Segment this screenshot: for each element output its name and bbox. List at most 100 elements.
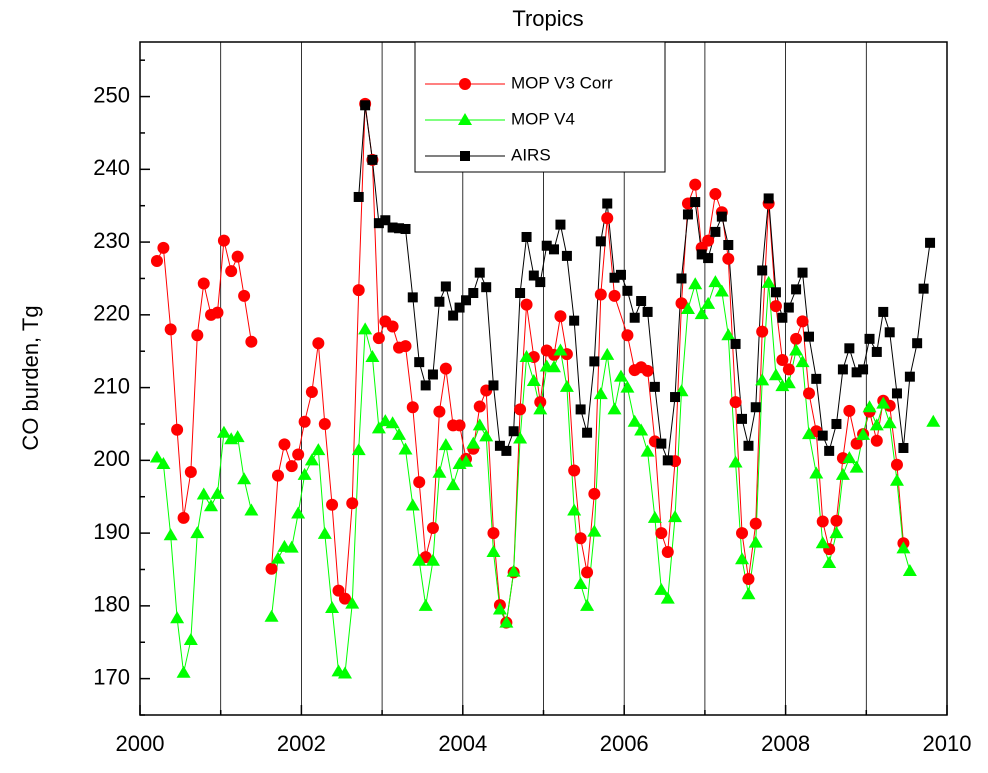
data-point xyxy=(387,222,398,233)
data-point xyxy=(682,209,693,220)
data-point xyxy=(569,315,580,326)
data-point xyxy=(150,254,163,267)
data-point xyxy=(737,413,748,424)
data-point xyxy=(190,526,205,539)
data-point xyxy=(729,396,742,409)
data-point xyxy=(656,438,667,449)
data-point xyxy=(459,454,474,467)
data-point xyxy=(768,368,783,381)
data-point xyxy=(352,284,365,297)
data-point xyxy=(177,511,190,524)
data-point xyxy=(829,526,844,539)
data-point xyxy=(688,277,703,290)
data-point xyxy=(434,296,445,307)
data-point xyxy=(588,487,601,500)
data-point xyxy=(191,329,204,342)
y-tick-label: 180 xyxy=(93,592,130,617)
data-point xyxy=(149,450,164,463)
data-point xyxy=(197,277,210,290)
data-point xyxy=(837,364,848,375)
data-point xyxy=(468,288,479,299)
data-point xyxy=(580,598,595,611)
legend-marker xyxy=(459,78,471,90)
data-point xyxy=(636,296,647,307)
data-point xyxy=(351,443,366,456)
data-point xyxy=(660,591,675,604)
data-point xyxy=(380,215,391,226)
data-point xyxy=(743,440,754,451)
data-point xyxy=(418,598,433,611)
data-point xyxy=(742,572,755,585)
data-point xyxy=(427,369,438,380)
data-point xyxy=(862,400,877,413)
data-point xyxy=(708,275,723,288)
data-point xyxy=(642,306,653,317)
data-point xyxy=(217,234,230,247)
data-point xyxy=(649,381,660,392)
data-point xyxy=(332,584,345,597)
data-point xyxy=(318,417,331,430)
data-point xyxy=(661,546,674,559)
data-point xyxy=(535,277,546,288)
data-point xyxy=(520,298,533,311)
y-axis-label: CO burden, Tg xyxy=(18,305,43,450)
data-point xyxy=(595,236,606,247)
data-point xyxy=(432,465,447,478)
y-tick-label: 220 xyxy=(93,301,130,326)
data-point xyxy=(216,425,231,438)
data-point xyxy=(474,267,485,278)
data-point xyxy=(555,219,566,230)
data-point xyxy=(440,281,451,292)
data-point xyxy=(400,223,411,234)
data-point xyxy=(830,514,843,527)
data-point xyxy=(690,197,701,208)
data-point xyxy=(519,350,534,363)
data-point xyxy=(748,535,763,548)
data-point xyxy=(882,416,897,429)
data-point xyxy=(210,486,225,499)
data-point xyxy=(791,284,802,295)
data-point xyxy=(912,338,923,349)
data-point xyxy=(756,325,769,338)
data-point xyxy=(769,300,782,313)
data-point xyxy=(285,460,298,473)
data-point xyxy=(777,312,788,323)
data-point xyxy=(426,522,439,535)
data-point xyxy=(574,532,587,545)
data-point xyxy=(312,337,325,350)
data-point xyxy=(675,297,688,310)
data-point xyxy=(701,296,716,309)
y-tick-label: 200 xyxy=(93,446,130,471)
data-point xyxy=(869,418,884,431)
data-point xyxy=(702,234,715,247)
data-point xyxy=(176,665,191,678)
data-point xyxy=(567,503,582,516)
data-point xyxy=(602,198,613,209)
data-point xyxy=(230,430,245,443)
data-point xyxy=(413,476,426,489)
data-point xyxy=(473,400,486,413)
data-point xyxy=(722,252,735,265)
data-point xyxy=(842,451,857,464)
data-point xyxy=(864,333,875,344)
data-point xyxy=(647,510,662,523)
data-point xyxy=(494,440,505,451)
data-point xyxy=(824,445,835,456)
x-tick-label: 2002 xyxy=(277,731,326,756)
data-point xyxy=(573,577,588,590)
data-point xyxy=(325,601,340,614)
data-point xyxy=(728,455,743,468)
data-point xyxy=(425,553,440,566)
data-point xyxy=(795,355,810,368)
data-point xyxy=(414,357,425,368)
data-point xyxy=(521,231,532,242)
data-point xyxy=(749,517,762,530)
data-point xyxy=(244,503,259,516)
data-point xyxy=(761,275,776,288)
data-point xyxy=(472,418,487,431)
data-point xyxy=(338,592,351,605)
data-point xyxy=(420,380,431,391)
data-point xyxy=(399,340,412,353)
data-point xyxy=(782,363,795,376)
data-point xyxy=(600,347,615,360)
